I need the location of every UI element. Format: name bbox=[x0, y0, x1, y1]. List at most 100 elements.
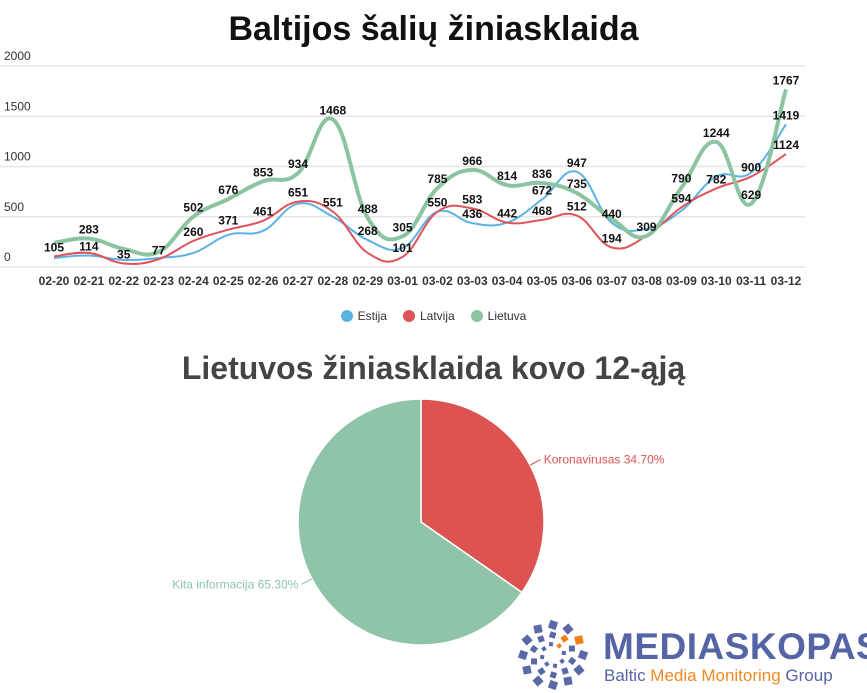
logo-mark-square bbox=[577, 649, 589, 661]
x-tick-label: 03-02 bbox=[422, 274, 453, 288]
logo-mark-square bbox=[517, 649, 529, 661]
data-label: 268 bbox=[358, 224, 378, 238]
line-chart-title: Baltijos šalių žiniasklaida bbox=[228, 10, 639, 48]
logo-mark-square bbox=[547, 619, 559, 631]
logo-mark-square bbox=[563, 676, 573, 686]
data-label: 966 bbox=[462, 154, 482, 168]
x-tick-label: 03-05 bbox=[527, 274, 558, 288]
logo-mark-square bbox=[537, 635, 545, 643]
x-tick-label: 02-20 bbox=[39, 274, 70, 288]
data-label: 790 bbox=[671, 172, 691, 186]
data-label: 512 bbox=[567, 200, 587, 214]
logo-mark-square bbox=[573, 664, 585, 676]
pie-chart-title: Lietuvos žiniasklaida kovo 12-ąją bbox=[181, 350, 686, 386]
logo-mark-square bbox=[547, 679, 559, 691]
logo-mark-square bbox=[559, 658, 565, 665]
data-label: 1124 bbox=[773, 138, 799, 152]
x-tick-label: 02-28 bbox=[318, 274, 349, 288]
data-label: 1468 bbox=[320, 103, 347, 117]
y-tick-label: 2000 bbox=[4, 49, 31, 63]
x-tick-label: 02-24 bbox=[178, 274, 209, 288]
x-tick-label: 02-22 bbox=[108, 274, 139, 288]
data-label: 77 bbox=[152, 243, 166, 257]
data-label: 194 bbox=[602, 232, 622, 246]
data-label: 1767 bbox=[773, 73, 800, 87]
data-label: 114 bbox=[79, 240, 99, 254]
data-label: 594 bbox=[671, 191, 691, 205]
x-tick-label: 03-09 bbox=[666, 274, 697, 288]
data-label: 440 bbox=[602, 207, 622, 221]
data-label: 782 bbox=[706, 172, 726, 186]
legend-swatch bbox=[402, 310, 415, 322]
data-label: 468 bbox=[532, 204, 552, 218]
legend-item[interactable]: Lietuva bbox=[470, 309, 526, 323]
logo-mark-square bbox=[531, 658, 538, 665]
logo-mark-square bbox=[548, 631, 557, 639]
y-tick-label: 1000 bbox=[4, 150, 31, 164]
data-label: 814 bbox=[497, 169, 517, 183]
data-label: 672 bbox=[532, 183, 552, 197]
tagline-highlight: Media Monitoring bbox=[650, 666, 781, 685]
logo-tagline: Baltic Media Monitoring Group bbox=[604, 666, 833, 686]
logo-mark-square bbox=[537, 667, 546, 676]
data-label: 551 bbox=[323, 196, 343, 210]
logo-mark-square bbox=[541, 645, 547, 652]
logo-mark-square bbox=[549, 671, 558, 679]
legend-label: Estija bbox=[357, 309, 387, 323]
logo-mark-square bbox=[567, 656, 577, 666]
data-label: 502 bbox=[183, 201, 203, 215]
data-label: 442 bbox=[497, 207, 517, 221]
tagline-end: Group bbox=[780, 666, 833, 685]
logo-mark-square bbox=[574, 635, 584, 645]
x-tick-label: 03-12 bbox=[771, 274, 802, 288]
logo-mark-square bbox=[522, 665, 532, 675]
series-line-latvija bbox=[53, 153, 787, 265]
pie-label: Koronavirusas 34.70% bbox=[544, 453, 665, 467]
data-label: 371 bbox=[218, 214, 238, 228]
x-tick-label: 03-03 bbox=[457, 274, 488, 288]
tagline-start: Baltic bbox=[604, 666, 651, 685]
logo-mark-square bbox=[529, 644, 539, 654]
data-label: 785 bbox=[427, 172, 447, 186]
data-label: 947 bbox=[567, 156, 587, 170]
logo-mark-square bbox=[561, 667, 569, 675]
logo-mark-square bbox=[568, 645, 575, 652]
legend-item[interactable]: Latvija bbox=[402, 309, 455, 323]
logo-mark-square bbox=[556, 643, 563, 649]
logo-mark-square bbox=[560, 634, 569, 643]
logo-mark-square bbox=[532, 675, 544, 687]
logo-mark-square bbox=[548, 641, 554, 647]
data-label: 934 bbox=[288, 157, 308, 171]
x-tick-label: 02-25 bbox=[213, 274, 244, 288]
data-label: 461 bbox=[253, 205, 273, 219]
legend-label: Latvija bbox=[419, 309, 455, 323]
data-label: 836 bbox=[532, 167, 552, 181]
logo-mark-square bbox=[543, 661, 550, 667]
x-tick-label: 03-10 bbox=[701, 274, 732, 288]
x-tick-label: 03-11 bbox=[736, 274, 766, 288]
pie-slice bbox=[420, 398, 545, 594]
pie-leader-line bbox=[529, 459, 541, 466]
legend: Estija Latvija Lietuva bbox=[0, 309, 867, 323]
data-label: 101 bbox=[393, 241, 413, 255]
data-label: 629 bbox=[741, 188, 761, 202]
y-tick-label: 1500 bbox=[4, 99, 31, 113]
logo-mark-square bbox=[533, 624, 543, 634]
data-label: 436 bbox=[462, 207, 482, 221]
data-label: 260 bbox=[183, 225, 203, 239]
x-tick-label: 03-08 bbox=[631, 274, 662, 288]
data-label: 676 bbox=[218, 183, 238, 197]
legend-item[interactable]: Estija bbox=[340, 309, 387, 323]
data-label: 1244 bbox=[703, 126, 730, 140]
x-tick-label: 03-06 bbox=[562, 274, 593, 288]
data-label: 35 bbox=[117, 247, 131, 261]
data-label: 305 bbox=[393, 220, 413, 234]
pie-leader-line bbox=[301, 578, 313, 585]
data-label: 583 bbox=[462, 192, 482, 206]
data-label: 735 bbox=[567, 177, 587, 191]
y-tick-label: 0 bbox=[4, 250, 11, 264]
logo-name: MEDIASKOPAS bbox=[603, 626, 867, 667]
logo-mark-square bbox=[521, 634, 533, 646]
